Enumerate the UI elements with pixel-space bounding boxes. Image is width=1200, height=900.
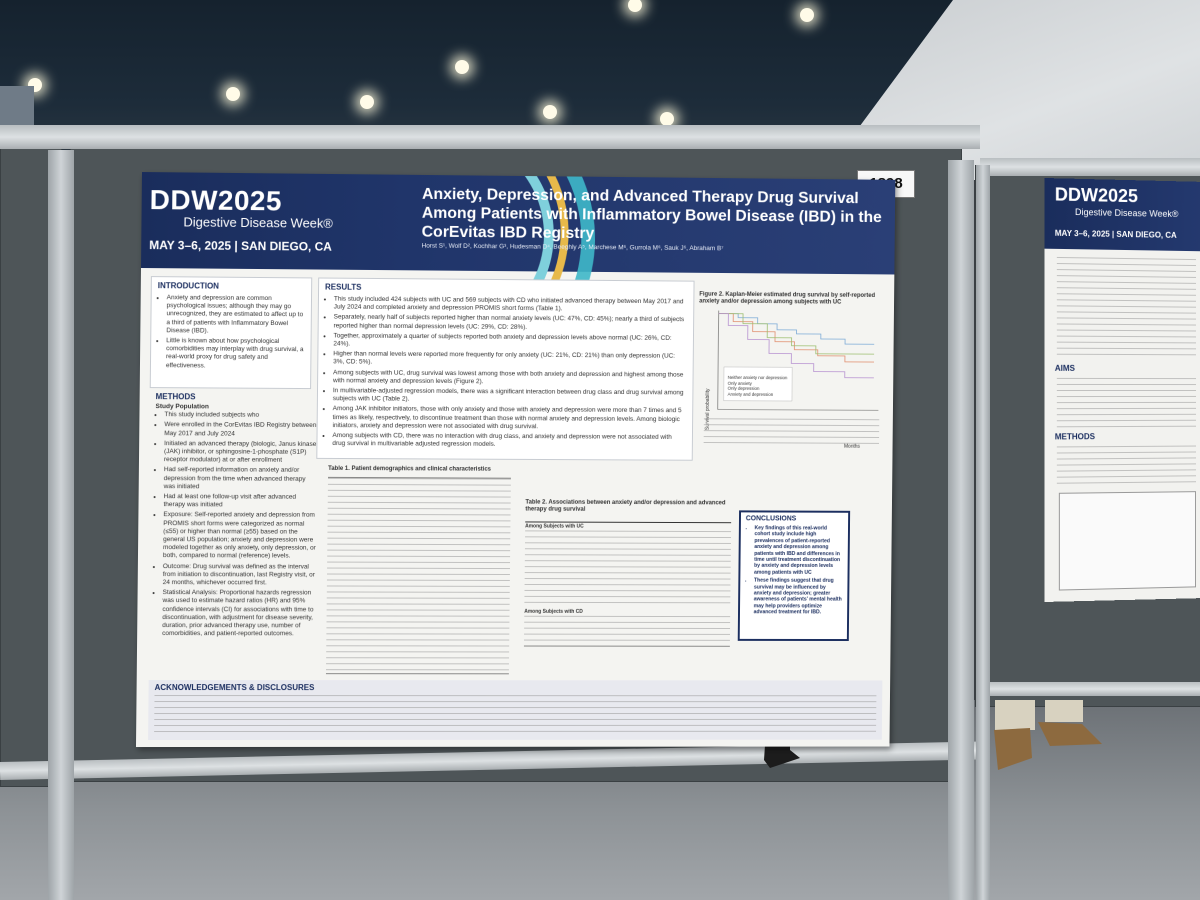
board-post-middle xyxy=(948,160,974,900)
km-legend-item: Neither anxiety nor depression xyxy=(728,375,788,381)
results-bullet: Together, approximately a quarter of sub… xyxy=(333,332,687,351)
ceiling-light xyxy=(226,87,240,101)
board-frame-top-right xyxy=(980,158,1200,176)
km-x-label: Months xyxy=(844,443,860,451)
adjacent-aims-text xyxy=(1057,378,1196,428)
board-frame-top xyxy=(0,125,980,149)
adjacent-aims-heading: AIMS xyxy=(1055,364,1075,373)
methods-panel: METHODS Study Population This study incl… xyxy=(147,390,324,680)
figure-2-caption: Figure 2. Kaplan-Meier estimated drug su… xyxy=(699,292,884,307)
results-bullet: Among JAK inhibitor initiators, those wi… xyxy=(332,406,686,432)
results-bullet: Higher than normal levels were reported … xyxy=(333,351,687,370)
ceiling-light xyxy=(455,60,469,74)
adjacent-methods-heading: METHODS xyxy=(1055,432,1095,441)
table-2-cd-rows xyxy=(524,616,730,647)
conference-dates: MAY 3–6, 2025 | SAN DIEGO, CA xyxy=(149,238,332,254)
conclusions-panel: CONCLUSIONS Key findings of this real-wo… xyxy=(738,510,850,641)
methods-heading: METHODS xyxy=(156,392,318,402)
adjacent-poster-header: DDW2025 Digestive Disease Week® MAY 3–6,… xyxy=(1045,178,1200,251)
acknowledgements-heading: ACKNOWLEDGEMENTS & DISCLOSURES xyxy=(155,683,877,692)
adjacent-intro-text xyxy=(1057,257,1196,358)
adjacent-ddw-logo: DDW2025 xyxy=(1055,184,1138,207)
table-1-caption: Table 1. Patient demographics and clinic… xyxy=(328,465,511,474)
figure-2: Figure 2. Kaplan-Meier estimated drug su… xyxy=(698,292,885,453)
conclusions-heading: CONCLUSIONS xyxy=(746,515,843,522)
conclusions-bullet: Key findings of this real-world cohort s… xyxy=(754,525,843,576)
table-1: Table 1. Patient demographics and clinic… xyxy=(326,465,511,676)
exposure-bullet: Exposure: Self-reported anxiety and depr… xyxy=(163,512,317,562)
ceiling-light xyxy=(360,95,374,109)
table-2-uc-rows xyxy=(524,531,731,609)
adjacent-ddw-subtitle: Digestive Disease Week® xyxy=(1075,207,1178,219)
methods-bullet: Had self-reported information on anxiety… xyxy=(164,467,318,492)
results-bullet: Among subjects with CD, there was no int… xyxy=(332,432,686,450)
methods-bullet: This study included subjects who xyxy=(164,411,317,420)
adjacent-poster: DDW2025 Digestive Disease Week® MAY 3–6,… xyxy=(1045,178,1200,602)
results-bullet: This study included 424 subjects with UC… xyxy=(334,296,688,315)
methods-bullet: Initiated an advanced therapy (biologic,… xyxy=(164,440,318,465)
km-legend-item: Anxiety and depression xyxy=(728,391,788,397)
person-legs xyxy=(990,700,1110,780)
ceiling-light xyxy=(543,105,557,119)
introduction-bullet: Anxiety and depression are common psycho… xyxy=(166,294,305,336)
acknowledgements-text xyxy=(154,695,876,735)
results-panel: RESULTS This study included 424 subjects… xyxy=(316,277,694,460)
introduction-bullet: Little is known about how psychological … xyxy=(166,337,305,371)
methods-bullet: Were enrolled in the CorEvitas IBD Regis… xyxy=(164,422,317,439)
introduction-heading: INTRODUCTION xyxy=(158,281,305,291)
adjacent-conference-dates: MAY 3–6, 2025 | SAN DIEGO, CA xyxy=(1055,229,1177,240)
ceiling-light xyxy=(660,112,674,126)
table-2: Table 2. Associations between anxiety an… xyxy=(524,500,732,659)
results-bullet: Separately, nearly half of subjects repo… xyxy=(334,314,688,333)
results-bullet: In multivariable-adjusted regression mod… xyxy=(333,387,687,405)
board-post-left xyxy=(48,150,74,900)
ddw-subtitle: Digestive Disease Week® xyxy=(183,214,333,230)
ceiling-light xyxy=(800,8,814,22)
introduction-panel: INTRODUCTION Anxiety and depression are … xyxy=(150,276,313,389)
poster-title: Anxiety, Depression, and Advanced Therap… xyxy=(422,185,883,246)
methods-bullet: Had at least one follow-up visit after a… xyxy=(163,493,316,510)
signage xyxy=(0,86,34,126)
table-2-caption: Table 2. Associations between anxiety an… xyxy=(525,500,731,515)
table-1-body xyxy=(326,477,511,674)
km-legend: Neither anxiety nor depression Only anxi… xyxy=(728,375,788,397)
ddw-logo: DDW2025 xyxy=(150,184,283,217)
board-post-right xyxy=(976,165,990,900)
board-frame-bottom-right xyxy=(980,682,1200,696)
main-poster: DDW2025 Digestive Disease Week® MAY 3–6,… xyxy=(136,172,895,747)
adjacent-flowchart xyxy=(1059,491,1196,590)
outcome-bullet: Outcome: Drug survival was defined as th… xyxy=(163,563,317,588)
acknowledgements-panel: ACKNOWLEDGEMENTS & DISCLOSURES xyxy=(148,680,882,740)
statistical-analysis-bullet: Statistical Analysis: Proportional hazar… xyxy=(162,589,316,638)
results-heading: RESULTS xyxy=(325,283,688,295)
adjacent-methods-text xyxy=(1057,446,1196,487)
conclusions-bullet: These findings suggest that drug surviva… xyxy=(754,578,843,616)
poster-header: DDW2025 Digestive Disease Week® MAY 3–6,… xyxy=(141,172,895,274)
results-bullet: Among subjects with UC, drug survival wa… xyxy=(333,369,687,388)
